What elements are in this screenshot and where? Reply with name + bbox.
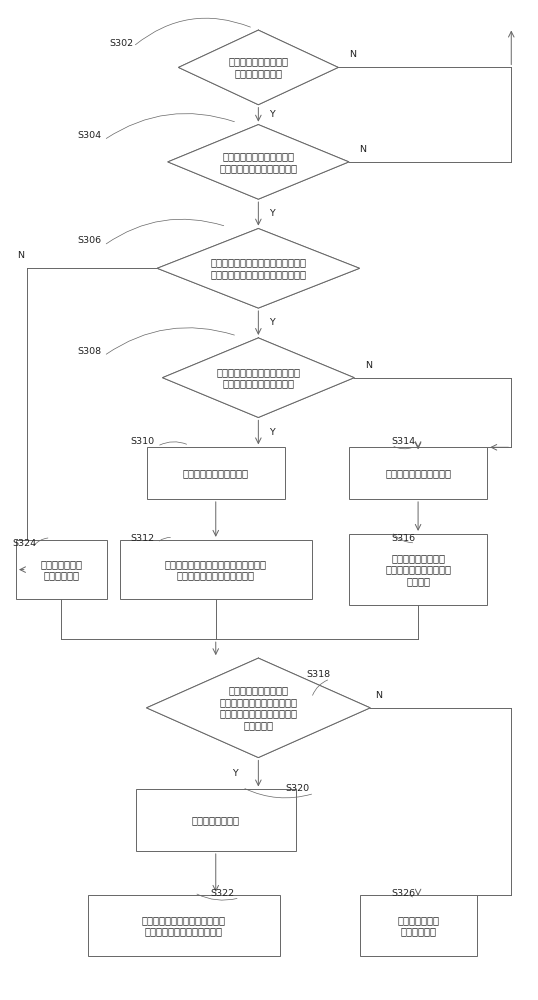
Text: 发动机不对电机
进行扭矩补偿: 发动机不对电机 进行扭矩补偿: [40, 559, 82, 580]
Text: 计算发动机第一补偿扭矩: 计算发动机第一补偿扭矩: [183, 468, 249, 478]
Text: S312: S312: [131, 534, 155, 543]
Text: 判断双离合变速箱偶数挡位是否
为空挡以生成第四判断结果: 判断双离合变速箱偶数挡位是否 为空挡以生成第四判断结果: [216, 367, 300, 388]
Text: 判断发动机需求扭矩与
发动机实际扭矩的差值的绝对
值是否大于补偿阈值以生成第
五判断结果: 判断发动机需求扭矩与 发动机实际扭矩的差值的绝对 值是否大于补偿阈值以生成第 五…: [220, 685, 298, 730]
Text: S306: S306: [77, 236, 102, 245]
Text: N: N: [17, 251, 24, 260]
Bar: [146, 447, 285, 499]
Text: 判断是否有换挡需求以
生成第一判断结果: 判断是否有换挡需求以 生成第一判断结果: [228, 57, 288, 78]
Bar: [88, 895, 280, 956]
Text: S304: S304: [77, 131, 102, 140]
Bar: [136, 789, 295, 851]
Polygon shape: [146, 658, 370, 758]
Text: 电机不对发动机
进行扭矩补偿: 电机不对发动机 进行扭矩补偿: [397, 915, 439, 936]
Text: 控制所述电机以所述电机补偿扭
矩对所述发动机进行扭矩补偿: 控制所述电机以所述电机补偿扭 矩对所述发动机进行扭矩补偿: [142, 915, 226, 936]
Text: S320: S320: [285, 784, 309, 793]
Polygon shape: [162, 338, 354, 417]
Text: N: N: [365, 361, 372, 370]
Text: S324: S324: [12, 539, 37, 548]
Text: Y: Y: [269, 209, 275, 218]
Bar: [120, 540, 312, 599]
Polygon shape: [168, 125, 349, 199]
Text: N: N: [349, 50, 356, 59]
Bar: [349, 447, 487, 499]
Bar: [16, 540, 107, 599]
Bar: [349, 534, 487, 605]
Text: 控制所达发动机以所达发动机第一补偿
扭矩对所述电机进行扭矩补偿: 控制所达发动机以所达发动机第一补偿 扭矩对所述电机进行扭矩补偿: [165, 559, 267, 580]
Text: 判断发动机是否在双离合变速箱奇数
挡位且参与驱动以生成第三判断结果: 判断发动机是否在双离合变速箱奇数 挡位且参与驱动以生成第三判断结果: [210, 257, 306, 279]
Text: S302: S302: [109, 39, 133, 48]
Text: S308: S308: [77, 347, 102, 356]
Text: N: N: [376, 691, 383, 700]
Text: S326: S326: [392, 889, 415, 898]
Text: Y: Y: [232, 769, 237, 778]
Text: S314: S314: [392, 437, 415, 446]
Text: S310: S310: [131, 437, 155, 446]
Polygon shape: [157, 229, 359, 308]
Text: 控制发动机以发动机
第二补偿扭矩对电机进行
扭矩补偿: 控制发动机以发动机 第二补偿扭矩对电机进行 扭矩补偿: [385, 553, 451, 586]
Text: S322: S322: [210, 889, 235, 898]
Text: Y: Y: [269, 110, 275, 119]
Polygon shape: [179, 30, 338, 105]
Text: S318: S318: [306, 670, 330, 679]
Text: S316: S316: [392, 534, 415, 543]
Text: Y: Y: [269, 318, 275, 327]
Text: 计算电机补偿扭矩: 计算电机补偿扭矩: [192, 815, 240, 825]
Text: 计算发动机第二补偿扭矩: 计算发动机第二补偿扭矩: [385, 468, 451, 478]
Text: 判断换挡需求是否为电机的
换挡需求以生成第二判断结果: 判断换挡需求是否为电机的 换挡需求以生成第二判断结果: [220, 151, 298, 173]
Bar: [359, 895, 477, 956]
Text: N: N: [359, 145, 366, 154]
Text: Y: Y: [269, 428, 275, 437]
